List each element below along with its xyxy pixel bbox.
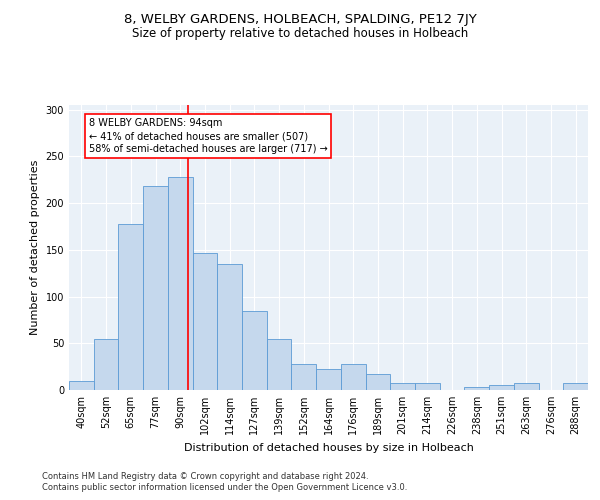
Bar bbox=[217, 264, 242, 390]
X-axis label: Distribution of detached houses by size in Holbeach: Distribution of detached houses by size … bbox=[184, 442, 473, 452]
Bar bbox=[489, 386, 514, 390]
Bar bbox=[69, 380, 94, 390]
Y-axis label: Number of detached properties: Number of detached properties bbox=[30, 160, 40, 335]
Bar bbox=[242, 310, 267, 390]
Bar bbox=[292, 364, 316, 390]
Bar bbox=[563, 382, 588, 390]
Text: 8 WELBY GARDENS: 94sqm
← 41% of detached houses are smaller (507)
58% of semi-de: 8 WELBY GARDENS: 94sqm ← 41% of detached… bbox=[89, 118, 328, 154]
Bar bbox=[143, 186, 168, 390]
Bar bbox=[514, 382, 539, 390]
Bar bbox=[193, 252, 217, 390]
Text: Contains HM Land Registry data © Crown copyright and database right 2024.: Contains HM Land Registry data © Crown c… bbox=[42, 472, 368, 481]
Text: Size of property relative to detached houses in Holbeach: Size of property relative to detached ho… bbox=[132, 28, 468, 40]
Bar bbox=[390, 382, 415, 390]
Bar bbox=[168, 177, 193, 390]
Bar bbox=[94, 338, 118, 390]
Bar bbox=[341, 364, 365, 390]
Bar bbox=[267, 338, 292, 390]
Bar bbox=[464, 387, 489, 390]
Bar bbox=[316, 370, 341, 390]
Bar bbox=[365, 374, 390, 390]
Bar bbox=[118, 224, 143, 390]
Text: Contains public sector information licensed under the Open Government Licence v3: Contains public sector information licen… bbox=[42, 484, 407, 492]
Bar bbox=[415, 382, 440, 390]
Text: 8, WELBY GARDENS, HOLBEACH, SPALDING, PE12 7JY: 8, WELBY GARDENS, HOLBEACH, SPALDING, PE… bbox=[124, 12, 476, 26]
